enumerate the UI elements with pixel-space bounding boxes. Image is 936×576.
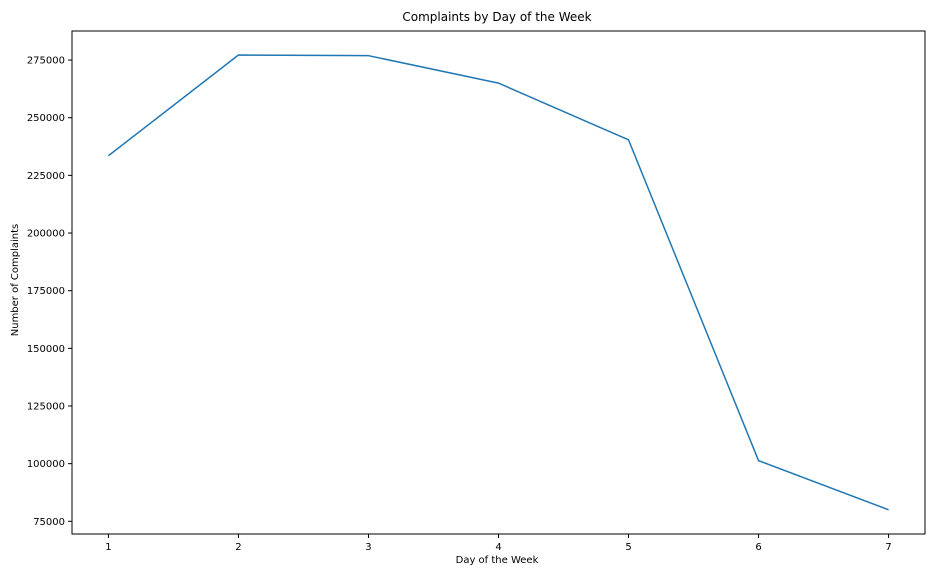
x-tick-label: 2 — [235, 542, 241, 553]
y-axis-label: Number of Complaints — [10, 224, 21, 337]
y-tick-label: 75000 — [33, 517, 65, 528]
series-line — [107, 54, 889, 511]
y-tick-label: 175000 — [27, 286, 65, 297]
y-tick-label: 225000 — [27, 171, 65, 182]
y-tick-label: 100000 — [27, 459, 65, 470]
x-tick-label: 3 — [365, 542, 371, 553]
y-tick-label: 150000 — [27, 344, 65, 355]
x-tick-label: 7 — [885, 542, 891, 553]
y-tick-label: 125000 — [27, 402, 65, 413]
y-tick-label: 275000 — [27, 56, 65, 67]
y-axis: 75000 100000 125000 150000 175000 200000 22500… — [27, 56, 72, 528]
y-tick-label: 200000 — [27, 229, 65, 240]
y-tick-label: 250000 — [27, 113, 65, 124]
chart-title: Complaints by Day of the Week — [402, 10, 591, 24]
x-axis-label: Day of the Week — [456, 555, 539, 566]
plot-area: 7500010000012500015000017500020000022500… — [27, 30, 926, 553]
x-tick-label: 4 — [495, 542, 501, 553]
x-tick-label: 1 — [105, 542, 111, 553]
x-axis: 1 2 3 4 5 6 7 — [105, 534, 892, 553]
x-tick-label: 5 — [625, 542, 631, 553]
x-tick-label: 6 — [755, 542, 761, 553]
